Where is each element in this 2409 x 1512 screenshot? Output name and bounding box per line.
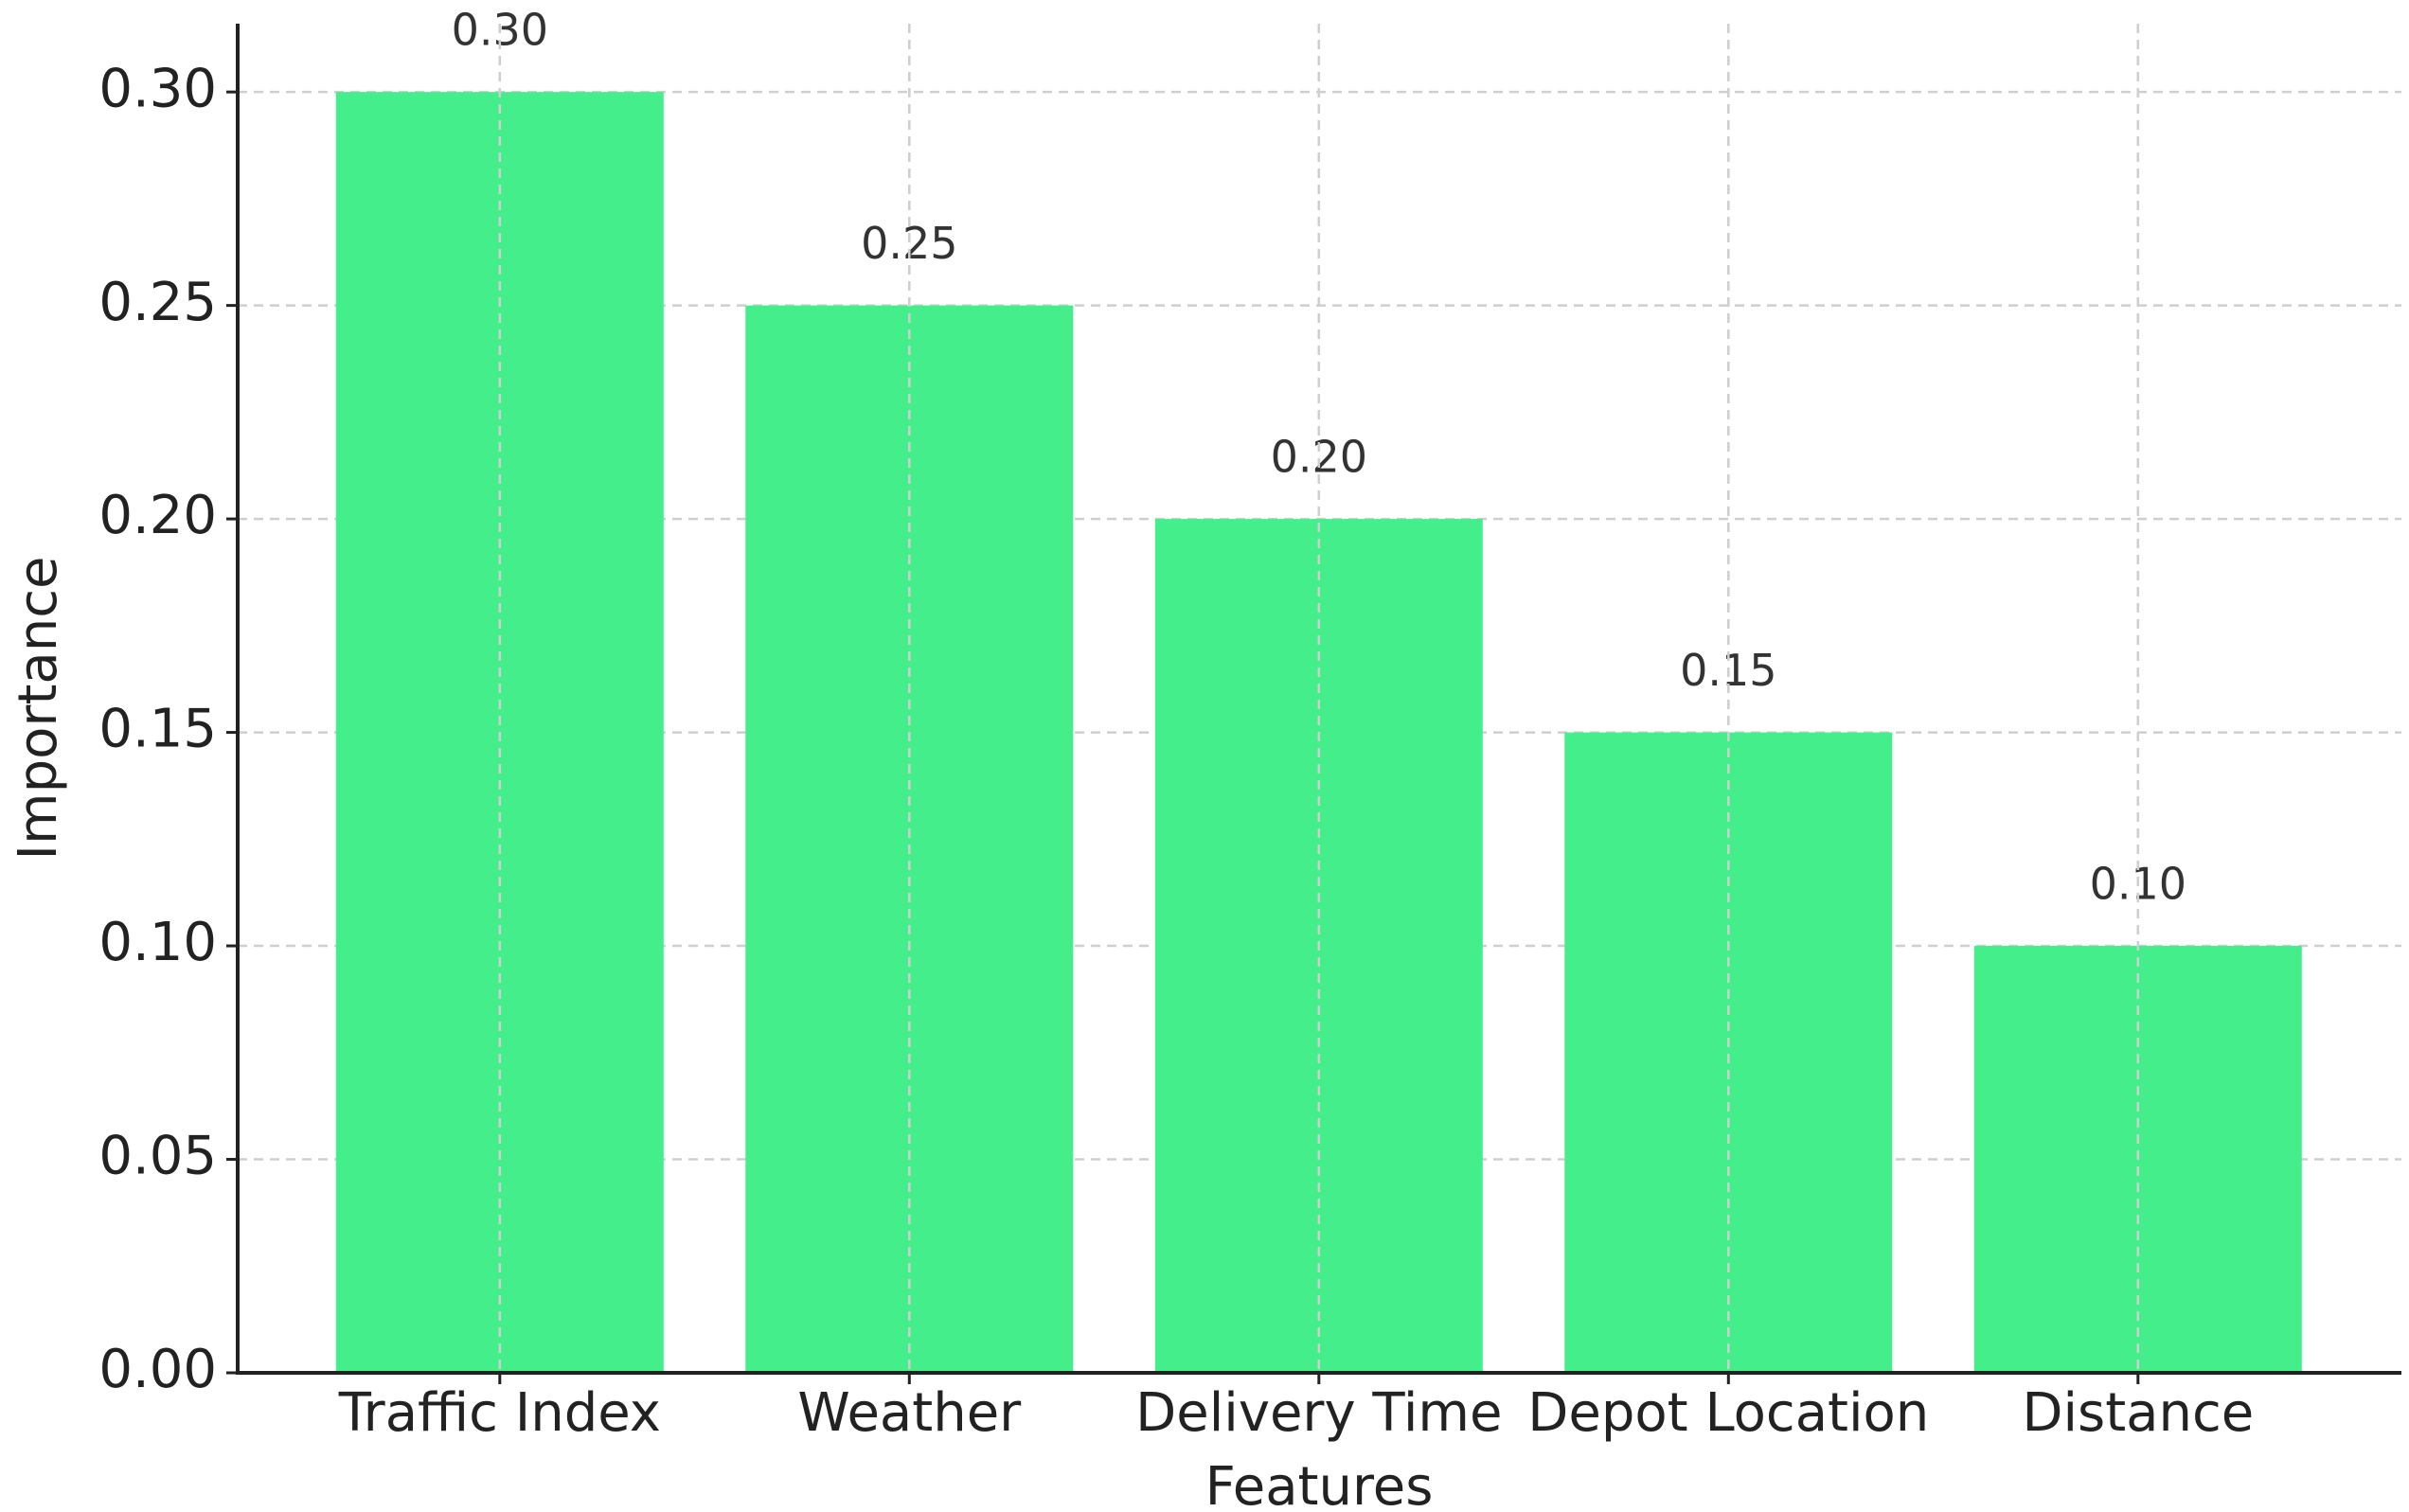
x-tick-label: Distance [2022, 1382, 2254, 1444]
y-tick-label: 0.25 [98, 272, 217, 333]
x-axis-label: Features [1205, 1456, 1434, 1512]
y-tick-label: 0.05 [98, 1126, 217, 1187]
x-tick-label: Delivery Time [1135, 1382, 1502, 1444]
y-tick-label: 0.00 [98, 1339, 217, 1400]
x-tick-label: Traffic Index [338, 1382, 661, 1444]
y-tick-label: 0.10 [98, 912, 217, 973]
value-label: 0.20 [1271, 432, 1367, 483]
y-axis-label: Importance [8, 557, 69, 861]
y-tick-label: 0.20 [98, 485, 217, 546]
x-tick-label: Depot Location [1527, 1382, 1929, 1444]
value-label: 0.25 [861, 218, 957, 269]
x-tick-label: Weather [797, 1382, 1022, 1444]
y-tick-label: 0.30 [98, 58, 217, 119]
y-tick-label: 0.15 [98, 699, 217, 760]
